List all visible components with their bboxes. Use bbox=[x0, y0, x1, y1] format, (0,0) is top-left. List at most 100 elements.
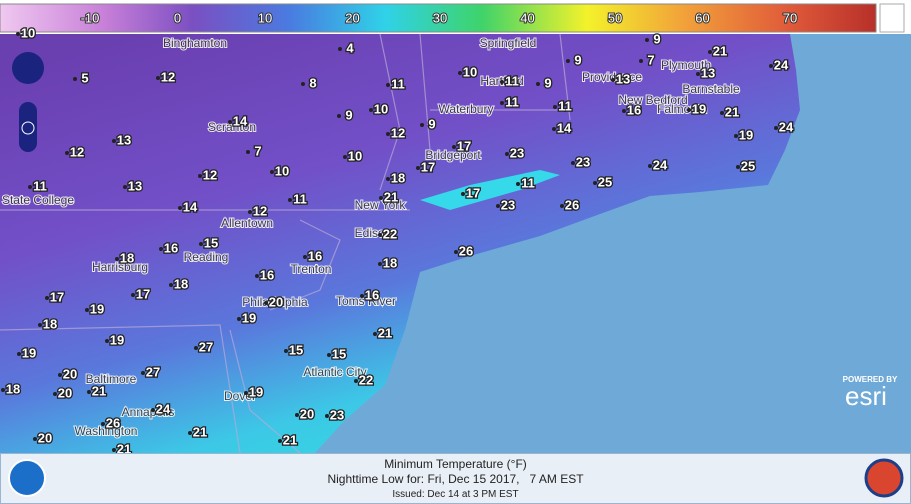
place-label: Allentown bbox=[221, 216, 273, 230]
station-dot bbox=[720, 111, 724, 115]
temperature-label: 9 bbox=[345, 107, 352, 122]
temperature-label: 18 bbox=[383, 255, 397, 270]
temperature-label: 13 bbox=[701, 65, 715, 80]
place-label: Falmouth bbox=[657, 102, 707, 116]
temperature-label: 11 bbox=[293, 191, 307, 206]
place-label: State College bbox=[2, 193, 74, 207]
temperature-label: 14 bbox=[557, 120, 572, 135]
station-dot bbox=[687, 108, 691, 112]
station-dot bbox=[327, 353, 331, 357]
station-dot bbox=[123, 185, 127, 189]
temperature-label: 26 bbox=[106, 415, 120, 430]
temperature-label: 10 bbox=[348, 148, 362, 163]
station-dot bbox=[552, 127, 556, 131]
station-dot bbox=[228, 120, 232, 124]
station-dot bbox=[199, 242, 203, 246]
temperature-label: 9 bbox=[428, 116, 435, 131]
places: Binghamton Springfield Providence Plymouth B… bbox=[1, 35, 741, 439]
station-dot bbox=[16, 32, 20, 36]
place-label: New Bedford bbox=[618, 93, 687, 107]
station-dot bbox=[264, 301, 268, 305]
zoom-control[interactable] bbox=[19, 102, 37, 152]
temperature-label: 11 bbox=[391, 76, 405, 91]
place-label: Scranton bbox=[208, 120, 256, 134]
temperature-label: 27 bbox=[199, 339, 213, 354]
zoom-controls bbox=[12, 52, 44, 152]
station-dot bbox=[571, 161, 575, 165]
station-dot bbox=[73, 77, 77, 81]
place-label: Harrisburg bbox=[92, 260, 148, 274]
temperature-label: 7 bbox=[254, 143, 261, 158]
station-dot bbox=[736, 165, 740, 169]
temperature-label: 19 bbox=[90, 301, 104, 316]
station-dot bbox=[648, 164, 652, 168]
station-dot bbox=[420, 123, 424, 127]
temperature-label: 21 bbox=[117, 441, 131, 453]
station-dot bbox=[645, 38, 649, 42]
place-label: Washington bbox=[75, 424, 138, 438]
temperature-label: 19 bbox=[249, 384, 263, 399]
globe-button[interactable] bbox=[21, 121, 35, 135]
legend-label: -10 bbox=[81, 10, 100, 25]
station-dot bbox=[151, 408, 155, 412]
place-label: Trenton bbox=[291, 262, 332, 276]
station-dot bbox=[255, 274, 259, 278]
temperature-label: 22 bbox=[383, 226, 397, 241]
temperature-label: 9 bbox=[544, 75, 551, 90]
station-dot bbox=[65, 151, 69, 155]
temperature-label: 12 bbox=[203, 167, 217, 182]
station-dot bbox=[284, 349, 288, 353]
station-dot bbox=[194, 346, 198, 350]
temperature-label: 11 bbox=[521, 175, 535, 190]
temperature-label: 21 bbox=[384, 189, 398, 204]
noaa-logo bbox=[8, 459, 46, 497]
temperature-label: 16 bbox=[365, 287, 379, 302]
place-label: Barnstable bbox=[682, 82, 740, 96]
powered-by: POWERED BY bbox=[843, 375, 898, 384]
temperature-label: 7 bbox=[647, 52, 654, 67]
station-dot bbox=[301, 82, 305, 86]
legend-label: 70 bbox=[783, 10, 797, 25]
footer-issued: Issued: Dec 14 at 3 PM EST bbox=[392, 489, 519, 500]
station-dot bbox=[611, 78, 615, 82]
temperature-label: 23 bbox=[501, 197, 515, 212]
station-dot bbox=[278, 439, 282, 443]
temperature-label: 12 bbox=[391, 125, 405, 140]
temperature-label: 19 bbox=[739, 127, 753, 142]
temperature-label: 19 bbox=[242, 310, 256, 325]
temperature-label: 12 bbox=[70, 144, 84, 159]
place-label: Bridgeport bbox=[425, 148, 481, 162]
place-label: Reading bbox=[184, 250, 229, 264]
station-dot bbox=[303, 255, 307, 259]
station-dot bbox=[496, 204, 500, 208]
legend-missing bbox=[879, 3, 905, 33]
station-dot bbox=[288, 198, 292, 202]
station-dot bbox=[379, 196, 383, 200]
station-dot bbox=[270, 170, 274, 174]
temperature-label: 26 bbox=[459, 243, 473, 258]
place-label: Waterbury bbox=[439, 102, 494, 116]
station-dot bbox=[553, 105, 557, 109]
pan-control[interactable] bbox=[12, 52, 44, 84]
station-dot bbox=[454, 250, 458, 254]
place-label: Atlantic City bbox=[303, 365, 366, 379]
station-dot bbox=[516, 182, 520, 186]
temperature-label: 17 bbox=[50, 289, 64, 304]
temperature-label: 24 bbox=[774, 57, 789, 72]
station-dot bbox=[17, 352, 21, 356]
temperature-label: 11 bbox=[33, 178, 47, 193]
place-label: Binghamton bbox=[163, 36, 227, 50]
temperature-label: 17 bbox=[466, 185, 480, 200]
temperature-label: 21 bbox=[92, 383, 106, 398]
station-dot bbox=[696, 72, 700, 76]
temperature-label: 18 bbox=[6, 381, 20, 396]
station-dot bbox=[593, 181, 597, 185]
station-dot bbox=[1, 388, 5, 392]
station-dot bbox=[386, 83, 390, 87]
temperature-label: 16 bbox=[308, 248, 322, 263]
esri-logo: esri bbox=[845, 381, 887, 411]
temperature-label: 10 bbox=[21, 25, 35, 40]
map: Binghamton Springfield Providence Plymouth B… bbox=[0, 3, 911, 453]
temperature-label: 20 bbox=[58, 385, 72, 400]
